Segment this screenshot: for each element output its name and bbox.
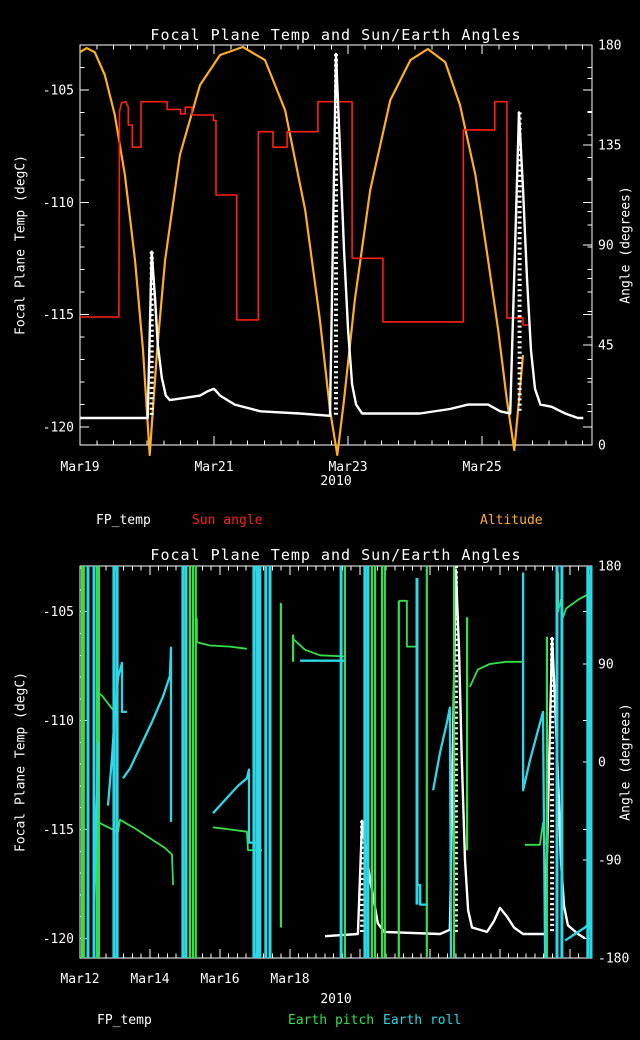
tick-label: 0 [598,439,606,454]
series-fp-temp [80,52,584,420]
tick-label: -120 [43,932,74,947]
tick-label: 0 [598,756,606,771]
tick-label: Mar14 [130,972,169,987]
legend-altitude: Altitude [480,513,543,528]
tick-label: Mar23 [328,460,367,475]
legend-sun-angle: Sun angle [192,513,263,528]
series-altitude [79,45,525,457]
tick-label: Mar25 [463,460,502,475]
x-axis-year-bottom: 2010 [320,992,352,1007]
x-axis-year-top: 2010 [320,474,352,489]
tick-label: -105 [43,83,74,98]
tick-label: Mar19 [60,460,99,475]
series-earth-roll [86,566,593,959]
y-axis-label-left-top: Focal Plane Temp (degC) [13,154,29,336]
tick-label: -110 [43,714,74,729]
tick-label: 180 [598,560,621,575]
tick-label: 90 [598,239,614,254]
y-axis-label-right-bottom: Angle (degrees) [618,703,634,821]
tick-label: -105 [43,605,74,620]
y-axis-label-left-bottom: Focal Plane Temp (degC) [13,671,29,853]
chart-bottom: Mar12 Mar14 Mar16 Mar18 -105 -110 -115 -120 180 9… [43,560,630,988]
legend-fp-temp-top: FP_temp [96,513,151,528]
tick-label: -115 [43,308,74,323]
tick-label: -115 [43,823,74,838]
legend-fp-temp-bottom: FP_temp [97,1013,152,1028]
tick-label: 45 [598,339,614,354]
chart-title-top: Focal Plane Temp and Sun/Earth Angles [150,26,522,44]
y-axis-label-right-top: Angle (degrees) [618,186,634,304]
plot-frame [79,565,593,959]
tick-label: -90 [598,854,621,869]
series-earth-pitch [80,566,593,958]
chart-top: Mar19 Mar21 Mar23 Mar25 -105 -110 -115 -120 180 1… [43,39,622,476]
tick-label: -180 [598,952,629,967]
tick-label: Mar21 [194,460,233,475]
tick-label: Mar12 [60,972,99,987]
tick-label: 135 [598,139,621,154]
tick-label: -110 [43,196,74,211]
legend-earth-roll: Earth roll [383,1013,462,1028]
tick-label: -120 [43,421,74,436]
legend-earth-pitch: Earth pitch [288,1013,375,1028]
tick-label: Mar18 [270,972,309,987]
chart-title-bottom: Focal Plane Temp and Sun/Earth Angles [150,546,522,564]
tick-label: 180 [598,39,621,54]
tick-label: 90 [598,658,614,673]
series-sun-angle [80,100,531,326]
tick-label: Mar16 [200,972,239,987]
